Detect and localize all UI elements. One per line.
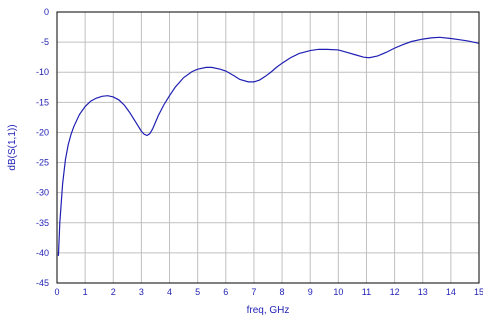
y-tick-label: -30 (36, 188, 49, 198)
y-tick-label: -5 (41, 37, 49, 47)
x-tick-label: 2 (111, 287, 116, 297)
x-tick-label: 0 (54, 287, 59, 297)
y-tick-label: -35 (36, 218, 49, 228)
y-tick-label: -15 (36, 97, 49, 107)
x-tick-labels: 0 1 2 3 4 5 6 7 8 9 10 11 12 13 14 15 (54, 287, 483, 297)
x-tick-label: 13 (418, 287, 428, 297)
x-tick-label: 11 (362, 287, 371, 297)
x-tick-label: 5 (195, 287, 200, 297)
x-tick-label: 10 (333, 287, 343, 297)
x-tick-label: 12 (390, 287, 400, 297)
x-axis-label: freq, GHz (247, 305, 290, 316)
x-tick-label: 7 (251, 287, 256, 297)
x-tick-label: 4 (167, 287, 172, 297)
x-tick-label: 15 (474, 287, 483, 297)
x-tick-label: 6 (223, 287, 228, 297)
y-axis-label: dB(S(1,1)) (7, 124, 18, 170)
series-line-s11 (57, 36, 480, 256)
x-tick-label: 1 (83, 287, 88, 297)
y-tick-label: -45 (36, 278, 49, 288)
y-tick-label: -20 (36, 127, 49, 137)
y-tick-label: -10 (36, 67, 49, 77)
y-tick-label: 0 (44, 7, 49, 17)
y-tick-labels: 0 -5 -10 -15 -20 -25 -30 -35 -40 -45 (36, 7, 49, 288)
y-tick-label: -25 (36, 158, 49, 168)
plot-frame (56, 11, 480, 284)
x-tick-label: 9 (308, 287, 313, 297)
grid-lines (57, 12, 479, 283)
x-tick-label: 3 (139, 287, 144, 297)
x-tick-label: 8 (280, 287, 285, 297)
x-tick-label: 14 (446, 287, 456, 297)
y-tick-label: -40 (36, 248, 49, 258)
